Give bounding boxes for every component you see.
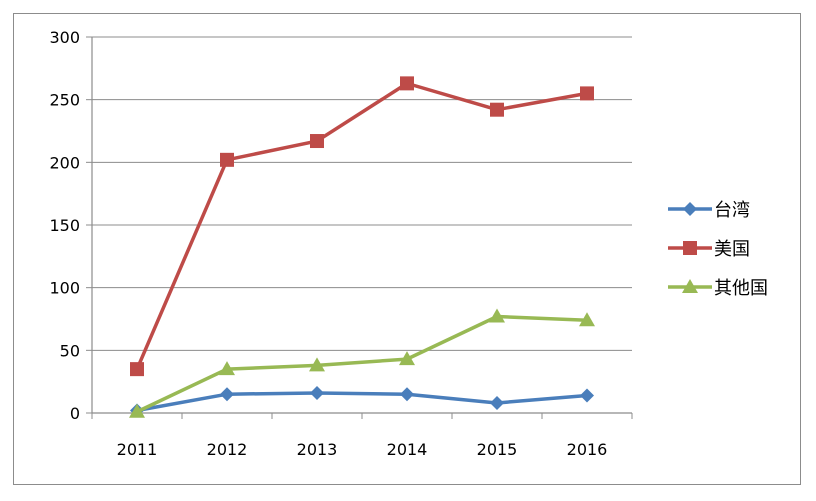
series-3 [129,308,595,418]
data-point-square [580,86,594,101]
x-tick-label: 2016 [567,440,608,459]
x-tick-label: 2014 [387,440,428,459]
x-tick-label: 2012 [207,440,248,459]
legend-item-1: 台湾 [668,200,750,221]
y-axis-ticks: 0 50 100 150 200 250 300 [49,28,92,423]
data-point-diamond [490,395,504,410]
data-point-triangle [399,351,415,366]
legend-item-2: 美国 [668,239,750,260]
y-tick-label: 0 [70,404,80,423]
y-tick-label: 300 [49,28,80,47]
data-point-square [400,76,414,91]
legend-label: 其他国 [714,278,768,299]
data-point-triangle [682,279,698,293]
data-point-triangle [489,308,505,323]
data-point-diamond [580,388,594,403]
y-tick-label: 50 [60,341,80,360]
y-tick-label: 200 [49,153,80,172]
series-line [136,314,588,414]
data-point-square [310,134,324,149]
x-tick-label: 2011 [117,440,158,459]
series-line [136,391,588,413]
data-point-diamond [310,385,324,400]
x-tick-label: 2013 [297,440,338,459]
series-group [129,76,595,418]
legend-label: 台湾 [714,200,750,221]
legend-item-3: 其他国 [668,278,768,299]
data-point-triangle [219,361,235,376]
x-axis-ticks: 2011 2012 2013 2014 2015 2016 [91,413,633,459]
data-point-diamond [400,387,414,402]
data-point-square [220,152,234,167]
x-tick-label: 2015 [477,440,518,459]
legend-label: 美国 [714,239,750,260]
data-point-triangle [129,403,145,418]
gridlines [92,36,632,351]
y-tick-label: 250 [49,91,80,110]
y-tick-label: 150 [49,216,80,235]
data-point-diamond [220,387,234,402]
series-2 [130,76,594,377]
data-point-triangle [579,312,595,327]
data-point-square [490,102,504,117]
y-tick-label: 100 [49,279,80,298]
data-point-triangle [309,357,325,372]
data-point-diamond [683,202,697,216]
data-point-square [683,241,697,255]
series-line [135,81,588,370]
data-point-square [130,362,144,377]
